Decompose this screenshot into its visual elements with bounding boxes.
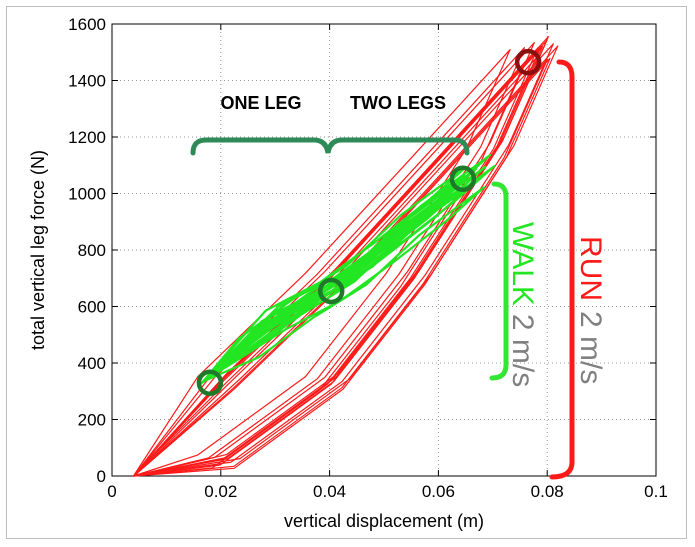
transition-marker: [449, 165, 477, 193]
y-tick-label: 600: [78, 298, 106, 317]
x-tick-label: 0.06: [422, 482, 455, 501]
y-tick-label: 400: [78, 354, 106, 373]
y-tick-label: 0: [97, 467, 106, 486]
run-brace: [549, 59, 575, 480]
walk-label: WALK 2 m/s: [506, 222, 539, 387]
series-loop: [133, 45, 559, 477]
one-leg-label: ONE LEG: [220, 93, 301, 113]
x-tick-label: 0.02: [204, 482, 237, 501]
series-loop: [205, 165, 487, 379]
x-axis-label: vertical displacement (m): [284, 511, 484, 531]
series-walk: [200, 154, 496, 385]
run-label: RUN 2 m/s: [574, 236, 607, 384]
y-tick-label: 1400: [68, 72, 106, 91]
phase-brace: [190, 137, 470, 156]
series-loop: [204, 165, 496, 380]
annotations: ONE LEG TWO LEGS WALK 2 m/s RUN 2 m/s: [190, 59, 607, 480]
y-tick-label: 200: [78, 411, 106, 430]
y-tick-label: 1600: [68, 15, 106, 34]
run-speed: 2 m/s: [574, 311, 607, 384]
y-axis-label: total vertical leg force (N): [28, 150, 48, 350]
walk-brace: [489, 181, 509, 381]
transition-marker: [196, 369, 224, 397]
ticks-layer: 0 0.02 0.04 0.06 0.08 0.1 0 200 400 600 800 1000 120…: [68, 15, 668, 501]
run-word: RUN: [574, 236, 607, 301]
y-tick-label: 800: [78, 241, 106, 260]
y-tick-label: 1200: [68, 128, 106, 147]
series-loop: [204, 167, 478, 380]
y-tick-label: 1000: [68, 185, 106, 204]
x-tick-label: 0.1: [644, 482, 668, 501]
x-tick-label: 0.04: [313, 482, 346, 501]
transition-marker: [317, 277, 345, 305]
x-tick-label: 0: [107, 482, 116, 501]
transition-marker: [514, 48, 542, 76]
walk-word: WALK: [506, 222, 539, 306]
x-tick-label: 0.08: [531, 482, 564, 501]
series-loop: [201, 186, 485, 383]
walk-speed: 2 m/s: [506, 314, 539, 387]
two-legs-label: TWO LEGS: [350, 93, 446, 113]
series-layer: [132, 36, 559, 477]
figure-frame: [6, 6, 687, 539]
markers-layer: [196, 48, 542, 397]
